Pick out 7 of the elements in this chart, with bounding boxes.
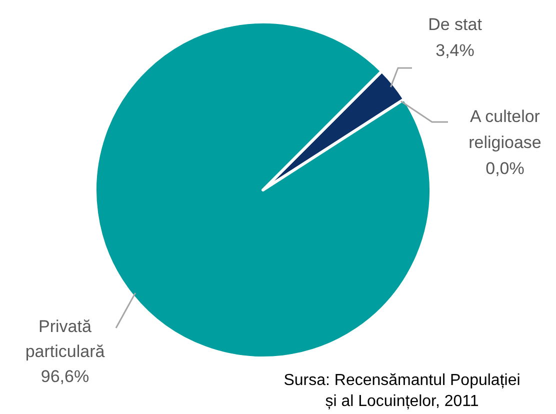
slice-label: De stat	[428, 15, 482, 34]
data-label: 3,4%	[436, 41, 474, 60]
legend-label: A cultelor religioase	[468, 107, 542, 152]
text: Sursa: Recensămantul Populației și al Locuințelor, 2011	[284, 372, 520, 410]
slice-label: Privată particulară	[25, 317, 106, 361]
data-label: 96,6%	[40, 367, 90, 386]
text: 0,0%	[486, 159, 524, 178]
